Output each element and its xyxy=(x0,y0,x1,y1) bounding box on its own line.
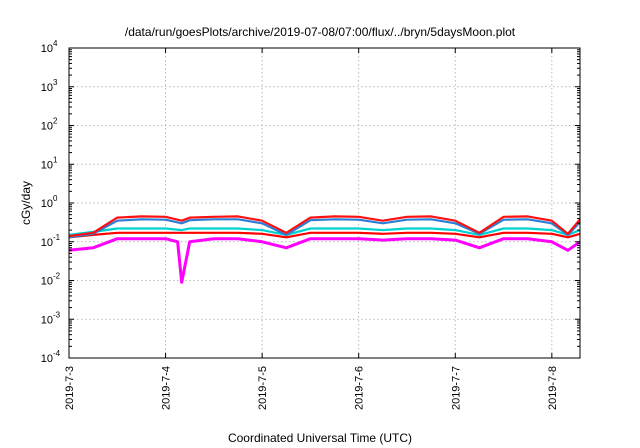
y-tick-exponent: -2 xyxy=(53,272,61,281)
y-tick-label: 10 xyxy=(41,198,53,210)
y-tick-exponent: 4 xyxy=(53,39,58,48)
series-line-4 xyxy=(68,218,581,239)
y-tick-label: 10 xyxy=(41,43,53,55)
y-tick-label: 10 xyxy=(41,237,53,249)
x-axis-label: Coordinated Universal Time (UTC) xyxy=(228,431,412,445)
series-line-3 xyxy=(68,227,581,236)
series-layer xyxy=(68,215,581,284)
y-tick-exponent: 0 xyxy=(53,194,58,203)
y-tick-exponent: 2 xyxy=(53,117,58,126)
x-tick-label: 2019-7-5 xyxy=(257,366,269,410)
y-tick-label: 10 xyxy=(41,82,53,94)
y-tick-exponent: -4 xyxy=(53,349,61,358)
y-tick-exponent: -1 xyxy=(53,233,61,242)
x-tick-label: 2019-7-4 xyxy=(161,366,173,410)
series-line-5 xyxy=(68,215,581,238)
x-tick-label: 2019-7-8 xyxy=(547,366,559,410)
y-tick-label: 10 xyxy=(41,159,53,171)
y-tick-exponent: -3 xyxy=(53,310,61,319)
y-axis-label: cGy/day xyxy=(19,181,33,225)
y-tick-exponent: 3 xyxy=(53,78,58,87)
x-tick-label: 2019-7-7 xyxy=(450,366,462,410)
x-axis-ticks: 2019-7-3 2019-7-4 2019-7-5 2019-7-6 2019-7-7… xyxy=(64,48,559,410)
y-tick-label: 10 xyxy=(41,353,53,365)
chart-title: /data/run/goesPlots/archive/2019-07-08/0… xyxy=(125,25,516,39)
y-tick-label: 10 xyxy=(41,276,53,288)
x-tick-label: 2019-7-3 xyxy=(64,366,76,410)
series-line-1 xyxy=(68,237,581,284)
series-line-2 xyxy=(68,231,581,239)
y-tick-exponent: 1 xyxy=(53,155,58,164)
grid xyxy=(69,48,580,358)
y-tick-label: 10 xyxy=(41,314,53,326)
y-tick-label: 10 xyxy=(41,121,53,133)
x-tick-label: 2019-7-6 xyxy=(354,366,366,410)
